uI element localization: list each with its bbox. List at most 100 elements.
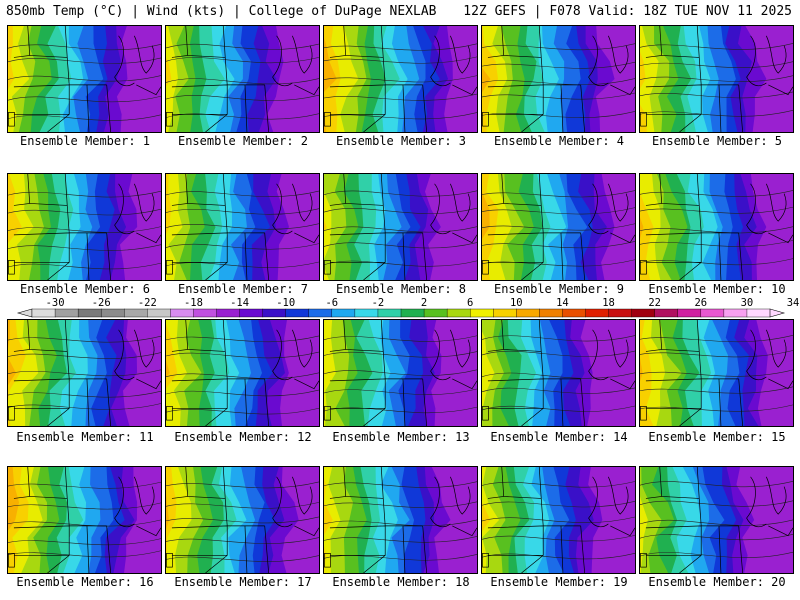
member-number: 2 (293, 134, 309, 148)
ensemble-member-label: Ensemble Member: 14 (480, 430, 638, 444)
colorbar-swatch (354, 308, 379, 318)
colorbar-swatch (585, 308, 610, 318)
member-number: 14 (605, 430, 628, 444)
colorbar-tick-label: 6 (467, 297, 473, 309)
member-number: 10 (763, 282, 786, 296)
colorbar-swatch (216, 308, 241, 318)
ensemble-member-label: Ensemble Member: 12 (164, 430, 322, 444)
colorbar-swatch (54, 308, 79, 318)
colorbar-swatch (77, 308, 102, 318)
ensemble-member-label: Ensemble Member: 6 (6, 282, 164, 296)
colorbar-right-arrow (769, 308, 786, 318)
ensemble-member-label: Ensemble Member: 17 (164, 575, 322, 589)
colorbar-tick-label: 26 (694, 297, 707, 309)
ensemble-member-map (165, 173, 320, 281)
colorbar-swatch (654, 308, 679, 318)
ensemble-member-map (639, 25, 794, 133)
colorbar-swatch (262, 308, 287, 318)
member-number: 20 (763, 575, 786, 589)
colorbar-tick-label: -30 (46, 297, 65, 309)
member-number: 7 (293, 282, 309, 296)
member-number: 9 (609, 282, 625, 296)
ensemble-member-map (323, 25, 478, 133)
colorbar-swatch (631, 308, 656, 318)
member-number: 12 (289, 430, 312, 444)
member-label-text: Ensemble Member: (177, 134, 294, 148)
member-label-text: Ensemble Member: (651, 134, 768, 148)
colorbar-swatch (493, 308, 517, 318)
colorbar-swatch (308, 308, 333, 318)
ensemble-member-label: Ensemble Member: 16 (6, 575, 164, 589)
colorbar-tick-label: -2 (372, 297, 385, 309)
colorbar-swatch (100, 308, 125, 318)
colorbar-tick-label: -22 (138, 297, 157, 309)
colorbar-tick-label: 10 (510, 297, 523, 309)
ensemble-member-map (481, 25, 636, 133)
member-label-text: Ensemble Member: (490, 575, 606, 589)
colorbar-tick-label: 34 (787, 297, 800, 309)
member-label-text: Ensemble Member: (16, 430, 132, 444)
colorbar-tick-label: -18 (184, 297, 203, 309)
ensemble-member-label: Ensemble Member: 5 (638, 134, 796, 148)
ensemble-member-label: Ensemble Member: 18 (322, 575, 480, 589)
ensemble-member-map (7, 173, 162, 281)
ensemble-member-map (323, 173, 478, 281)
colorbar-swatch (700, 308, 725, 318)
member-number: 19 (605, 575, 628, 589)
colorbar-tick-label: 18 (602, 297, 615, 309)
ensemble-member-map (481, 173, 636, 281)
member-number: 13 (447, 430, 470, 444)
member-label-text: Ensemble Member: (332, 575, 448, 589)
member-label-text: Ensemble Member: (19, 282, 136, 296)
colorbar-tick-label: 22 (648, 297, 661, 309)
member-label-text: Ensemble Member: (177, 282, 294, 296)
member-number: 11 (131, 430, 154, 444)
colorbar-swatch (446, 308, 471, 318)
ensemble-member-map (165, 466, 320, 574)
ensemble-member-label: Ensemble Member: 2 (164, 134, 322, 148)
colorbar-tick-label: -14 (230, 297, 249, 309)
ensemble-member-map (165, 25, 320, 133)
colorbar-swatch (423, 308, 448, 318)
member-label-text: Ensemble Member: (335, 134, 452, 148)
member-number: 5 (767, 134, 783, 148)
member-number: 15 (763, 430, 786, 444)
member-number: 18 (447, 575, 470, 589)
colorbar-swatch (723, 308, 748, 318)
ensemble-member-label: Ensemble Member: 15 (638, 430, 796, 444)
ensemble-member-map (639, 466, 794, 574)
ensemble-member-label: Ensemble Member: 3 (322, 134, 480, 148)
colorbar-swatch (539, 308, 563, 318)
member-number: 1 (135, 134, 151, 148)
member-label-text: Ensemble Member: (493, 282, 610, 296)
member-number: 6 (135, 282, 151, 296)
colorbar-swatch (170, 308, 194, 318)
colorbar-swatch (31, 308, 56, 318)
colorbar-swatch (377, 308, 402, 318)
member-number: 17 (289, 575, 312, 589)
colorbar-swatch (400, 308, 425, 318)
colorbar-swatch (285, 308, 310, 318)
colorbar-tick-label: -6 (325, 297, 338, 309)
colorbar-swatch (124, 308, 148, 318)
ensemble-member-map (639, 173, 794, 281)
colorbar-swatch (239, 308, 264, 318)
member-label-text: Ensemble Member: (648, 430, 764, 444)
colorbar-swatch (147, 308, 171, 318)
ensemble-member-map (165, 319, 320, 427)
colorbar-swatch (677, 308, 702, 318)
ensemble-member-map (7, 466, 162, 574)
temperature-colorbar: -30-26-22-18-14-10-6-2261014182226303438… (16, 297, 800, 318)
member-number: 4 (609, 134, 625, 148)
member-label-text: Ensemble Member: (332, 430, 448, 444)
colorbar-swatch (608, 308, 633, 318)
ensemble-member-map (639, 319, 794, 427)
member-label-text: Ensemble Member: (16, 575, 132, 589)
colorbar-tick-label: -26 (92, 297, 111, 309)
colorbar-tick-label: 2 (421, 297, 427, 309)
ensemble-member-label: Ensemble Member: 10 (638, 282, 796, 296)
ensemble-member-label: Ensemble Member: 4 (480, 134, 638, 148)
member-label-text: Ensemble Member: (174, 430, 290, 444)
member-number: 3 (451, 134, 467, 148)
ensemble-member-label: Ensemble Member: 1 (6, 134, 164, 148)
